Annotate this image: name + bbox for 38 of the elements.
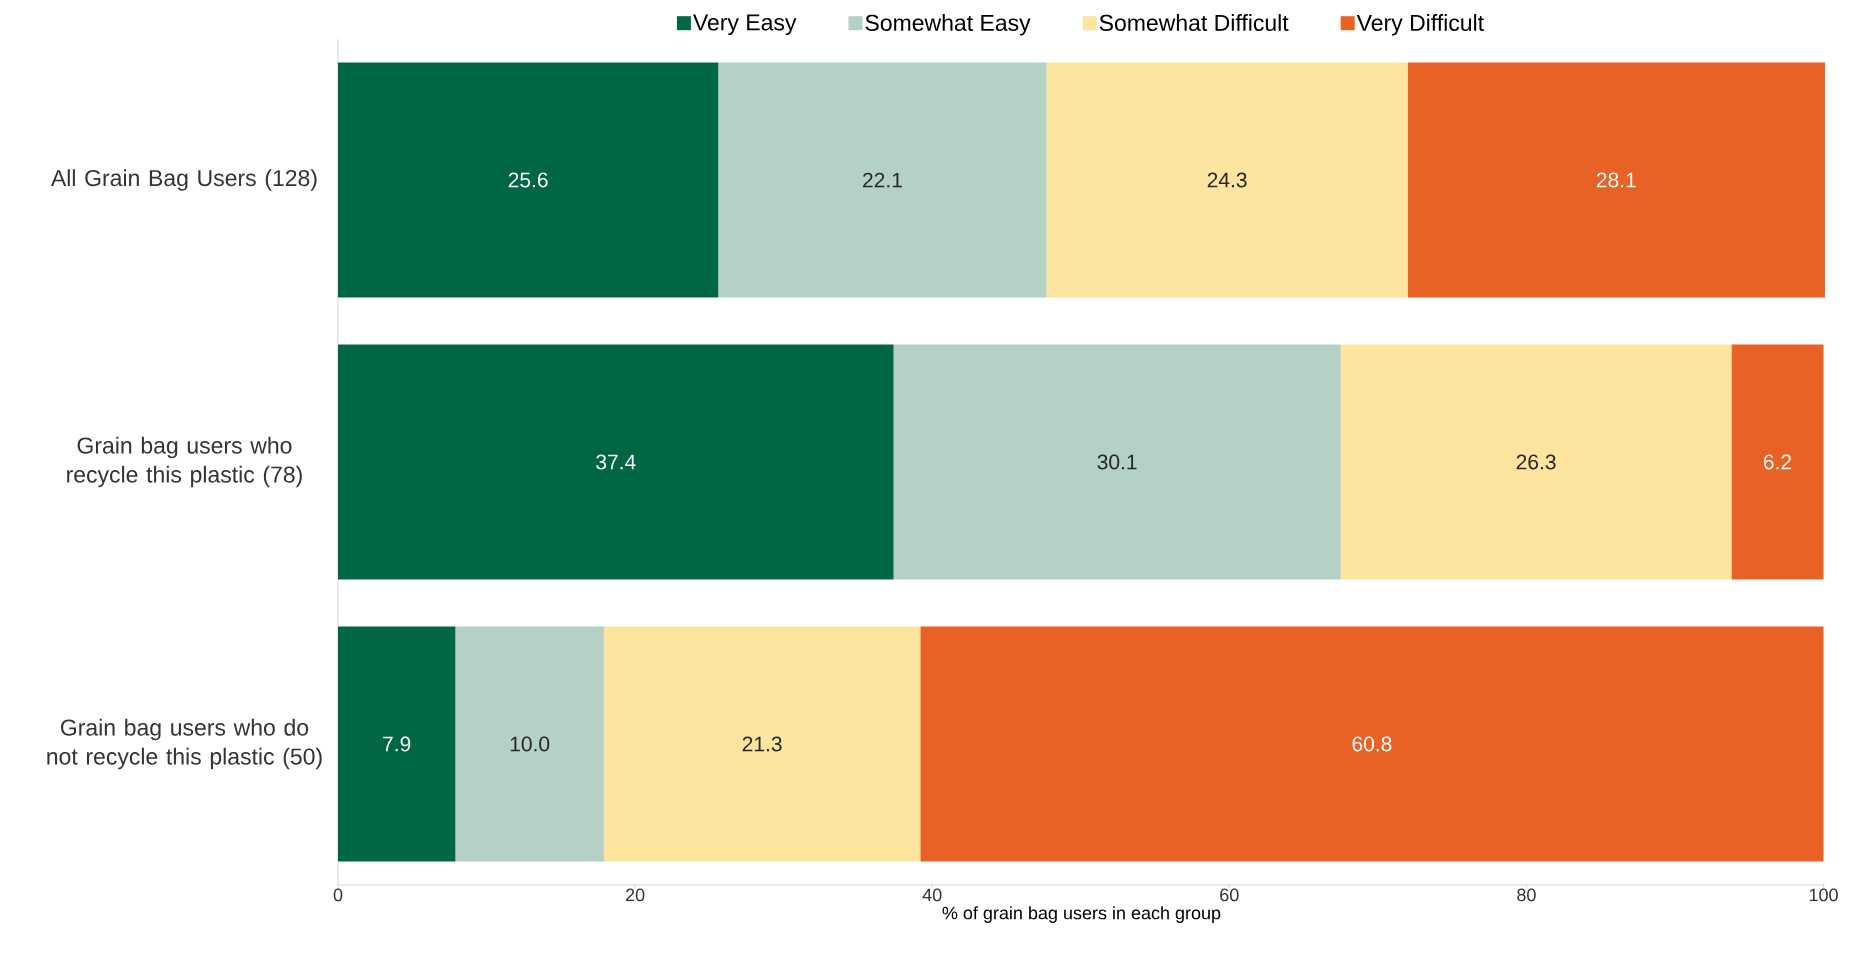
x-tick-label: 20	[626, 888, 645, 902]
legend-label: Somewhat Easy	[865, 14, 1031, 36]
x-tick-label: 40	[922, 888, 942, 902]
legend-label: Somewhat Difficult	[1099, 14, 1289, 31]
bar	[893, 344, 1341, 580]
data-label: 6.2	[1763, 454, 1792, 470]
x-tick-label: 100	[1809, 888, 1838, 902]
bar	[1407, 62, 1826, 298]
bar	[1731, 344, 1824, 580]
bar	[1046, 62, 1408, 298]
bar	[1340, 344, 1732, 580]
x-axis-title: % of grain bag users in each group	[942, 906, 1221, 923]
y-tick-label: All Grain Bag Users (128)	[50, 169, 317, 191]
bar	[718, 62, 1047, 298]
bar	[603, 626, 921, 862]
legend-label: Very Difficult	[1356, 14, 1484, 36]
x-tick-label: 0	[333, 888, 343, 902]
data-label: 28.1	[1596, 172, 1636, 188]
data-label: 7.9	[383, 736, 411, 752]
data-label: 60.8	[1352, 736, 1392, 752]
data-label: 30.1	[1097, 454, 1137, 470]
x-tick-label: 60	[1220, 888, 1239, 902]
x-tick-label: 80	[1517, 888, 1536, 902]
data-label: 22.1	[863, 172, 902, 188]
data-label: 37.4	[596, 454, 636, 470]
bar	[455, 626, 604, 862]
data-label: 10.0	[510, 736, 550, 752]
data-label: 26.3	[1516, 454, 1556, 470]
data-label: 25.6	[508, 172, 548, 188]
bar	[338, 626, 456, 862]
bar	[920, 626, 1824, 862]
y-tick-label: Grain bag users who recycle this plastic (78)	[67, 436, 302, 488]
bar	[338, 62, 719, 298]
legend-label: Very Easy	[693, 14, 797, 36]
data-label: 21.3	[742, 736, 782, 752]
bar	[338, 344, 894, 580]
y-tick-label: Grain bag users who do not recycle this plastic (50)	[47, 718, 322, 770]
data-label: 24.3	[1207, 172, 1247, 188]
